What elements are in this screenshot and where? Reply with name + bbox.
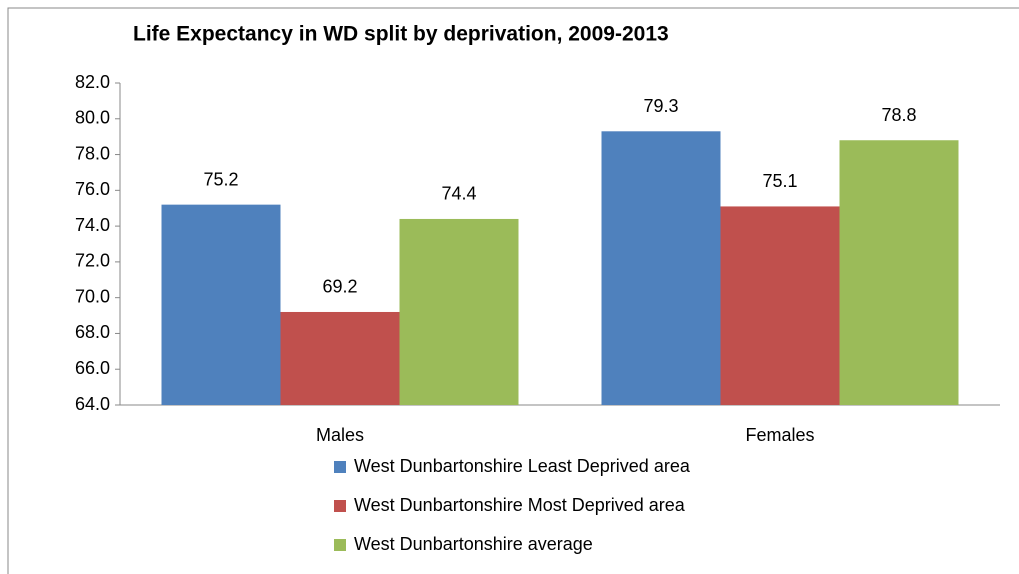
x-tick-label: Females	[745, 425, 814, 445]
data-label: 75.1	[762, 171, 797, 191]
y-tick-label: 66.0	[75, 358, 110, 378]
y-tick-label: 64.0	[75, 394, 110, 414]
data-label: 75.2	[203, 169, 238, 189]
bar	[720, 206, 840, 405]
y-tick-label: 82.0	[75, 72, 110, 92]
bar	[161, 204, 281, 405]
legend-swatch	[334, 539, 346, 551]
data-label: 78.8	[881, 105, 916, 125]
chart-title: Life Expectancy in WD split by deprivati…	[133, 23, 669, 46]
data-label: 69.2	[322, 277, 357, 297]
legend-label: West Dunbartonshire Most Deprived area	[354, 495, 686, 515]
legend-label: West Dunbartonshire average	[354, 534, 593, 554]
x-tick-label: Males	[316, 425, 364, 445]
y-tick-label: 76.0	[75, 179, 110, 199]
legend-swatch	[334, 461, 346, 473]
y-tick-label: 72.0	[75, 251, 110, 271]
data-label: 79.3	[643, 96, 678, 116]
y-tick-label: 70.0	[75, 286, 110, 306]
y-tick-label: 80.0	[75, 108, 110, 128]
y-tick-label: 74.0	[75, 215, 110, 235]
bar	[839, 140, 959, 405]
legend-label: West Dunbartonshire Least Deprived area	[354, 456, 691, 476]
y-tick-label: 78.0	[75, 143, 110, 163]
bar	[601, 131, 721, 406]
legend-swatch	[334, 500, 346, 512]
bar	[399, 218, 519, 405]
bar	[280, 311, 400, 405]
y-tick-label: 68.0	[75, 322, 110, 342]
data-label: 74.4	[441, 184, 476, 204]
